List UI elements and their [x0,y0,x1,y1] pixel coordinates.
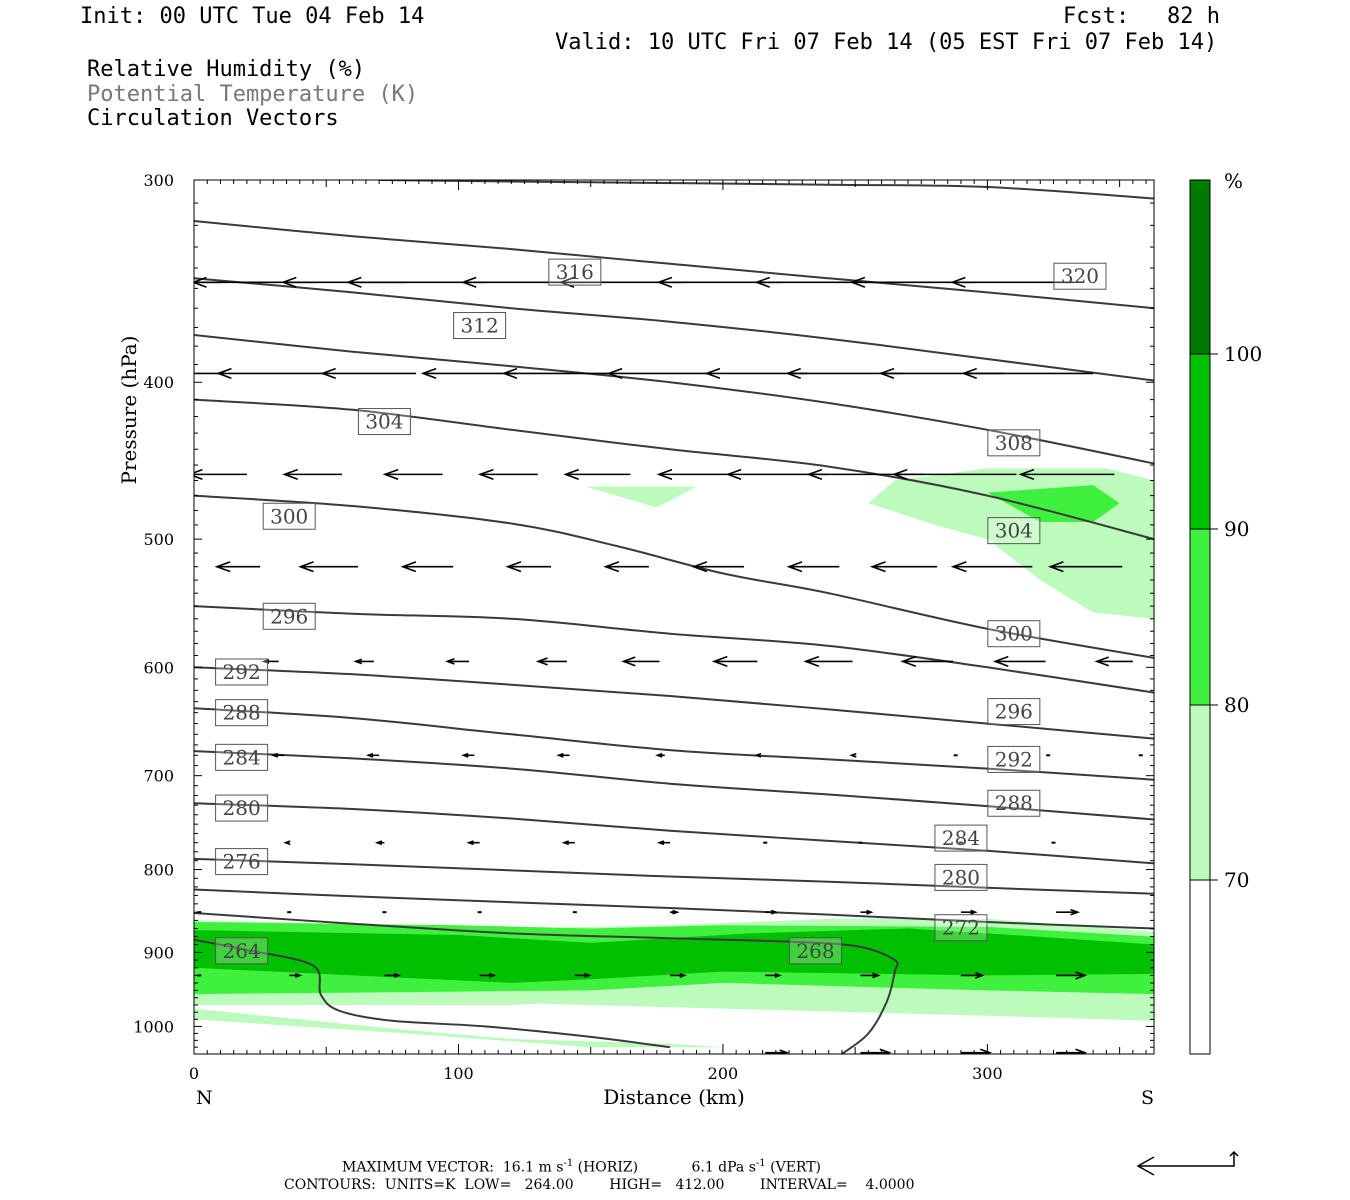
contour-label: 280 [942,865,980,889]
cross-section-chart: 264 268 272 276 280 280 284 284 288 288 292 292 296 2… [0,0,1350,1200]
colorbar-unit: % [1224,169,1243,193]
colorbar-segment [1190,354,1210,529]
contour-label: 304 [995,519,1033,543]
colorbar-level-label: 70 [1224,868,1249,892]
contour-label: 292 [223,660,261,684]
colorbar: 70 80 90 100 [1190,180,1262,1054]
contour-label: 272 [942,916,980,940]
footer-max-vector: MAXIMUM VECTOR: 16.1 m s-1 (HORIZ) 6.1 d… [342,1158,821,1176]
contour-label: 296 [270,604,308,628]
reference-vector [1138,1152,1238,1175]
contour-label: 312 [461,314,499,338]
footer-contours: CONTOURS: UNITS=K LOW= 264.00 HIGH= 412.… [284,1177,915,1193]
contour-label: 288 [223,701,261,725]
x-axis-label: Distance (km) [603,1085,745,1109]
x-axis-south: S [1141,1087,1154,1109]
colorbar-level-label: 90 [1224,517,1249,541]
x-tick-label: 0 [189,1064,199,1083]
contour-label: 296 [995,700,1033,724]
colorbar-segment [1190,529,1210,705]
x-tick-label: 300 [972,1064,1003,1083]
contour-label: 316 [556,260,594,284]
colorbar-level-label: 80 [1224,693,1249,717]
y-tick-label: 400 [143,373,174,392]
contour-label: 308 [995,431,1033,455]
y-tick-label: 600 [143,658,174,677]
colorbar-segment [1190,705,1210,880]
contour-label: 276 [223,850,261,874]
contour-label: 284 [223,745,261,769]
y-tick-label: 800 [143,861,174,880]
y-tick-label: 700 [143,767,174,786]
contour-label: 284 [942,826,980,850]
y-axis-label: Pressure (hPa) [117,336,141,485]
contour-label: 288 [995,791,1033,815]
y-tick-label: 300 [143,171,174,190]
y-tick-label: 1000 [133,1017,174,1036]
vector-head [112,278,125,288]
contour-label: 264 [223,939,261,963]
contour-label: 320 [1061,264,1099,288]
y-tick-label: 500 [143,530,174,549]
contour-label: 300 [995,622,1033,646]
colorbar-segment [1190,180,1210,354]
y-tick-label: 900 [143,943,174,962]
x-tick-label: 200 [708,1064,739,1083]
x-axis-north: N [196,1087,213,1109]
contour-label: 304 [365,410,403,434]
contour-label: 300 [270,504,308,528]
x-tick-label: 100 [443,1064,474,1083]
colorbar-level-label: 100 [1224,342,1262,366]
contour-label: 280 [223,796,261,820]
contour-label: 292 [995,747,1033,771]
contour-label: 268 [796,939,834,963]
colorbar-segment [1190,880,1210,1054]
